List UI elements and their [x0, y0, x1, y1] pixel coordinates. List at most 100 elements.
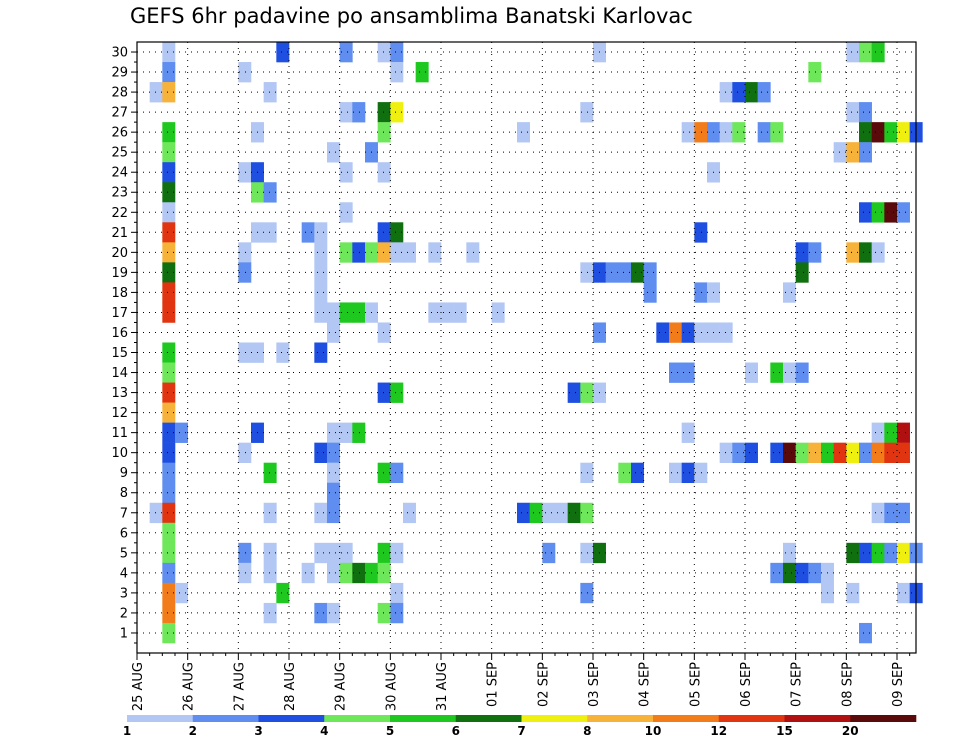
data-cell — [314, 542, 328, 564]
data-cell — [339, 542, 353, 564]
data-cell — [352, 242, 366, 263]
data-cell — [605, 262, 619, 283]
y-tick-label: 12 — [111, 406, 128, 421]
data-cell — [669, 322, 682, 343]
data-cell — [897, 582, 910, 604]
data-cell — [770, 122, 784, 143]
data-cell — [301, 562, 315, 584]
data-cell — [162, 242, 176, 263]
data-cell — [238, 442, 252, 463]
data-cell — [149, 502, 163, 524]
data-cell — [390, 462, 404, 484]
plot-frame — [136, 41, 917, 654]
data-cell — [162, 142, 176, 163]
y-tick-label: 22 — [111, 206, 128, 221]
data-cell — [897, 422, 910, 443]
data-cell — [377, 462, 391, 484]
data-cell — [846, 542, 860, 564]
data-cell — [745, 82, 758, 103]
data-cell — [327, 602, 340, 624]
data-cell — [795, 262, 809, 283]
data-cell — [580, 502, 594, 524]
data-cell — [162, 522, 176, 544]
data-cell — [162, 402, 176, 423]
colorbar-label: 20 — [842, 724, 859, 738]
data-cell — [415, 62, 429, 83]
y-tick-label: 21 — [111, 226, 128, 241]
data-cell — [859, 622, 872, 644]
y-tick-label: 13 — [111, 386, 128, 401]
data-cell — [871, 442, 885, 463]
data-cell — [859, 122, 872, 143]
x-tick-label: 31 AUG — [435, 662, 450, 711]
data-cell — [162, 422, 176, 443]
data-cell — [669, 362, 682, 383]
data-cell — [529, 502, 543, 524]
data-cell — [162, 62, 176, 83]
data-cell — [618, 262, 632, 283]
colorbar-swatch — [258, 715, 325, 722]
x-tick-label: 28 AUG — [283, 662, 298, 711]
data-cell — [871, 202, 885, 223]
data-cell — [377, 542, 391, 564]
data-cell — [175, 422, 188, 443]
data-cell — [770, 362, 784, 383]
y-tick-label: 27 — [111, 106, 128, 121]
data-cell — [162, 222, 176, 243]
data-cell — [314, 502, 328, 524]
colorbar-swatch — [718, 715, 785, 722]
data-cell — [732, 442, 746, 463]
y-tick-label: 15 — [111, 346, 128, 361]
data-cell — [453, 302, 467, 323]
y-tick-label: 26 — [111, 126, 128, 141]
data-cell — [339, 42, 353, 63]
data-cell — [390, 222, 404, 243]
colorbar-swatch — [192, 715, 259, 722]
data-cell — [390, 62, 404, 83]
data-cell — [491, 302, 505, 323]
y-tick-label: 7 — [120, 506, 128, 521]
data-cell — [783, 442, 796, 463]
y-tick-label: 9 — [120, 466, 128, 481]
data-cell — [833, 142, 847, 163]
data-cell — [846, 442, 860, 463]
x-tick-label: 07 SEP — [790, 662, 805, 707]
data-cell — [403, 242, 416, 263]
colorbar-label: 4 — [320, 724, 328, 738]
data-cell — [339, 102, 353, 123]
data-cell — [314, 342, 328, 363]
data-cell — [377, 122, 391, 143]
data-cell — [669, 462, 682, 484]
data-cell — [643, 262, 657, 283]
data-cell — [339, 242, 353, 263]
data-cell — [783, 542, 796, 564]
data-cell — [871, 122, 885, 143]
data-cell — [162, 382, 176, 403]
data-cell — [377, 602, 391, 624]
y-tick-label: 29 — [111, 66, 128, 81]
data-cell — [377, 222, 391, 243]
data-cell — [555, 502, 568, 524]
data-cell — [162, 82, 176, 103]
data-cell — [466, 242, 480, 263]
y-tick-label: 18 — [111, 286, 128, 301]
data-cell — [162, 362, 176, 383]
data-cell — [871, 242, 885, 263]
data-cell — [884, 202, 898, 223]
data-cell — [859, 202, 872, 223]
y-tick-label: 3 — [120, 586, 128, 601]
y-tick-label: 10 — [111, 446, 128, 461]
data-cell — [327, 542, 340, 564]
data-cell — [884, 422, 898, 443]
data-cell — [618, 462, 632, 484]
colorbar-label: 5 — [386, 724, 394, 738]
data-cell — [656, 322, 670, 343]
colorbar-swatch — [455, 715, 522, 722]
data-cell — [352, 102, 366, 123]
data-cell — [162, 462, 176, 484]
data-cell — [745, 442, 758, 463]
colorbar-label: 3 — [254, 724, 262, 738]
data-cell — [162, 42, 176, 63]
y-tick-label: 16 — [111, 326, 128, 341]
chart-title: GEFS 6hr padavine po ansamblima Banatski… — [130, 4, 693, 28]
